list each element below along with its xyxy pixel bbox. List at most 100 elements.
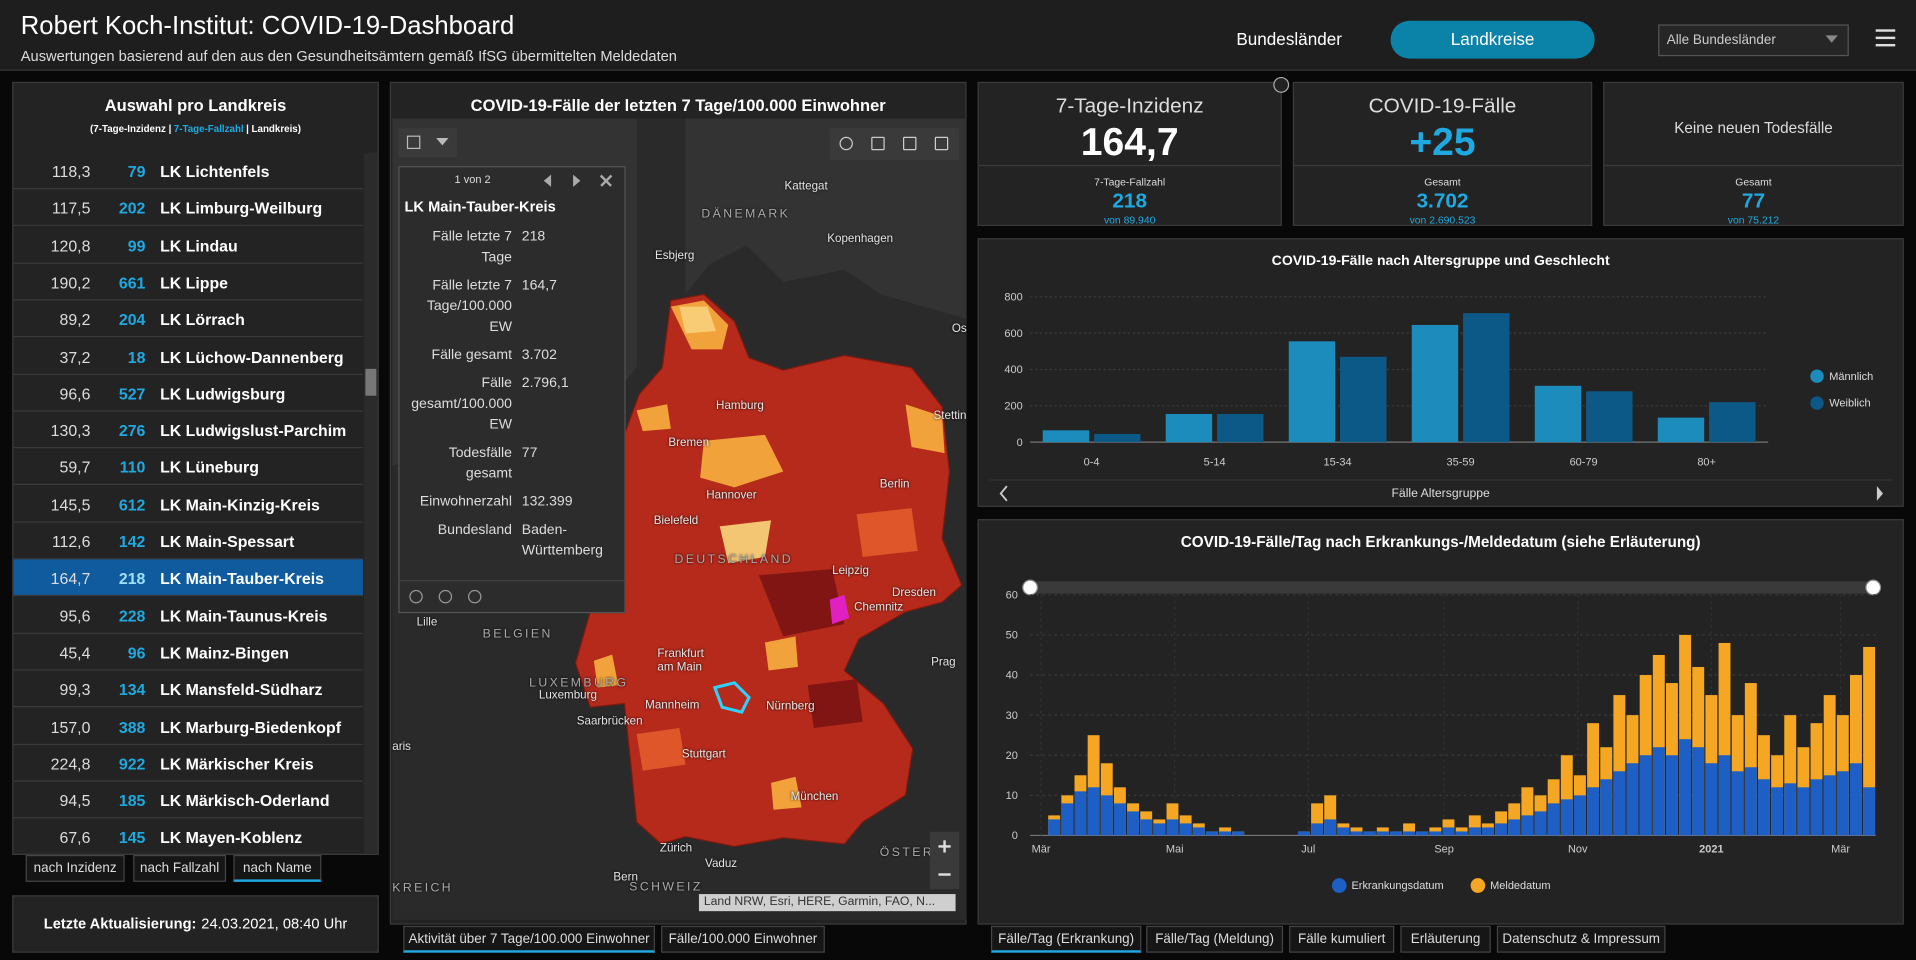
tool-icon[interactable] (934, 136, 949, 151)
district-name: LK Lichtenfels (160, 162, 270, 181)
popup-tool[interactable] (468, 589, 482, 604)
case-count: 185 (118, 791, 146, 810)
kpi-card: Keine neuen Todesfälle Gesamt 77 von 75.212 (1603, 81, 1904, 226)
sort-button[interactable]: nach Inzidenz (25, 854, 125, 882)
case-count: 202 (118, 199, 146, 218)
list-row[interactable]: 145,5 612 LK Main-Kinzig-Kreis (13, 486, 363, 523)
kpi-sub-value: 3.702 (1416, 189, 1469, 213)
list-row[interactable]: 45,4 96 LK Mainz-Bingen (13, 634, 363, 671)
dropdown[interactable]: Alle Bundesländer (1658, 24, 1849, 57)
map-label: SCHWEIZ (629, 880, 703, 895)
map-label: Bielefeld (653, 514, 699, 528)
menu-icon[interactable] (1875, 29, 1896, 47)
list-row[interactable]: 157,0 388 LK Marburg-Biedenkopf (13, 708, 363, 745)
map-label: Prag (931, 655, 956, 670)
list-row[interactable]: 130,3 276 LK Ludwigslust-Parchim (13, 412, 363, 449)
district-name: LK Mayen-Koblenz (160, 828, 303, 847)
map-label: Stuttgart (681, 747, 726, 761)
subtitle: Auswertungen basierend auf den aus den G… (20, 47, 677, 65)
district-area (593, 654, 619, 688)
incidence: 37,2 (59, 347, 91, 366)
tool-icon[interactable] (903, 136, 917, 151)
nav-button[interactable]: Landkreise (1390, 20, 1595, 59)
map-label: Vaduz (705, 857, 738, 871)
map-label: Leipzig (832, 564, 869, 578)
menu-bar (1875, 36, 1896, 40)
popup-tool[interactable] (409, 589, 423, 604)
chart-tab[interactable]: Fälle/Tag (Meldung) (1146, 925, 1284, 953)
popup-tool[interactable] (438, 589, 453, 604)
sort-button[interactable]: nach Name (233, 854, 322, 882)
field-key: Einwohnerzahl (419, 494, 512, 510)
list-row[interactable]: 99,3 134 LK Mansfeld-Südharz (13, 671, 363, 708)
kpi-title: 7-Tage-Inzidenz (1055, 94, 1204, 118)
zoom-in[interactable] (943, 840, 946, 853)
list-row[interactable]: 164,7 218 LK Main-Tauber-Kreis (13, 559, 363, 597)
district-name: LK Lüchow-Dannenberg (160, 347, 344, 366)
chart-tab[interactable]: Fälle kumuliert (1289, 925, 1395, 953)
list-row[interactable]: 94,5 185 LK Märkisch-Oderland (13, 782, 363, 819)
list-row[interactable]: 59,7 110 LK Lüneburg (13, 449, 363, 486)
map-label: Kattegat (784, 179, 828, 193)
map-toolbar[interactable] (398, 128, 458, 158)
tool-icon[interactable] (839, 136, 853, 151)
map-label: Chemnitz (854, 600, 904, 615)
map-label: Berlin (879, 477, 910, 492)
tool-icon[interactable] (871, 136, 885, 151)
list-row[interactable]: 67,6 145 LK Mayen-Koblenz (13, 819, 363, 856)
map-tab[interactable]: Fälle/100.000 Einwohner (661, 925, 825, 953)
list-row[interactable]: 37,2 18 LK Lüchow-Dannenberg (13, 338, 363, 375)
chart-tab[interactable]: Fälle/Tag (Erkrankung) (990, 925, 1142, 953)
list-row[interactable]: 95,6 228 LK Main-Taunus-Kreis (13, 597, 363, 634)
map-label: KREICH (392, 881, 454, 896)
field-value: 164,7 (521, 278, 557, 294)
map-label: Zürich (659, 841, 693, 855)
scroll-thumb[interactable] (365, 368, 377, 396)
expand-icon[interactable] (1273, 76, 1290, 93)
map-label: Stettin (933, 409, 967, 423)
list-row[interactable]: 190,2 661 LK Lippe (13, 264, 363, 301)
kpi-sub-value: 77 (1741, 189, 1766, 213)
popup-footer (399, 580, 625, 582)
popup-pager: 1 von 2 (454, 173, 491, 186)
popup-prev[interactable] (543, 174, 552, 187)
case-count: 276 (118, 421, 146, 440)
field-value: 132.399 (521, 494, 573, 510)
case-count: 134 (118, 680, 146, 699)
update-panel: Letzte Aktualisierung: 24.03.2021, 08:40 … (12, 895, 379, 953)
list-row[interactable]: 120,8 99 LK Lindau (13, 227, 363, 264)
kpi-sub-label: 7-Tage-Fallzahl (1094, 175, 1166, 189)
dropdown-label: Alle Bundesländer (1666, 32, 1776, 48)
title: Robert Koch-Institut: COVID-19-Dashboard (20, 12, 515, 41)
incidence: 145,5 (50, 495, 91, 514)
nav-button[interactable]: Bundesländer (1236, 29, 1342, 49)
list-row[interactable]: 118,3 79 LK Lichtenfels (13, 153, 363, 190)
map-toolbar-right[interactable] (829, 128, 960, 161)
field-value: 2.796,1 (521, 376, 569, 391)
list-row[interactable]: 112,6 142 LK Main-Spessart (13, 523, 363, 560)
list-row[interactable]: 89,2 204 LK Lörrach (13, 301, 363, 338)
list-row[interactable]: 96,6 527 LK Ludwigsburg (13, 375, 363, 412)
district-name: LK Main-Kinzig-Kreis (160, 495, 320, 514)
subtitle-part: 7-Tage-Fallzahl (173, 123, 244, 135)
kpi-value: +25 (1409, 119, 1476, 164)
map-label: Bremen (668, 436, 710, 450)
zoom-controls[interactable] (929, 831, 960, 890)
field-key: Fälle gesamt/100.000 EW (411, 376, 512, 433)
popup-next[interactable] (573, 174, 581, 187)
dropdown-arrow (1825, 35, 1838, 43)
map-label: BELGIEN (482, 627, 553, 642)
chart-tab[interactable]: Datenschutz & Impressum (1496, 925, 1666, 953)
district-name: LK Marburg-Biedenkopf (160, 717, 341, 736)
daily-chart-panel (977, 519, 1904, 925)
chart-tab[interactable]: Erläuterung (1400, 925, 1491, 953)
list-row[interactable]: 117,5 202 LK Limburg-Weilburg (13, 190, 363, 227)
list-row[interactable]: 224,8 922 LK Märkischer Kreis (13, 745, 363, 782)
sort-button[interactable]: nach Fallzahl (133, 854, 227, 882)
map-tab[interactable]: Aktivität über 7 Tage/100.000 Einwohner (403, 925, 655, 953)
map-label: Esbjerg (654, 249, 695, 263)
zoom-out[interactable] (938, 873, 951, 876)
case-count: 204 (118, 310, 146, 329)
kpi-card: 7-Tage-Inzidenz 164,7 7-Tage-Fallzahl 218 vo… (977, 81, 1282, 226)
case-count: 145 (118, 828, 146, 847)
